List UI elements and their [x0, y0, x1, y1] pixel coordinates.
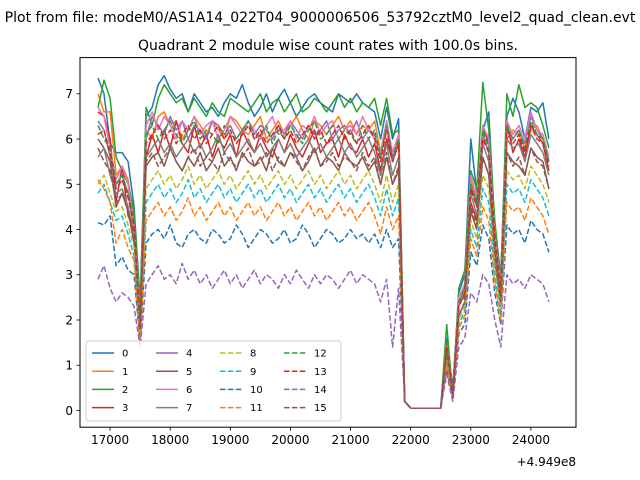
legend-label-8: 8	[250, 349, 256, 360]
series-line-15	[97, 147, 550, 409]
y-tick-label-2: 2	[65, 313, 73, 327]
x-offset-label: +4.949e8	[517, 455, 576, 469]
series-line-3	[97, 111, 550, 409]
series-line-12	[97, 120, 550, 409]
y-tick-label-0: 0	[65, 404, 73, 418]
series-line-0	[97, 74, 550, 409]
x-tick-label-2: 19000	[211, 433, 249, 447]
legend-label-5: 5	[186, 367, 192, 378]
legend-label-11: 11	[250, 403, 263, 414]
y-tick-label-3: 3	[65, 268, 73, 282]
legend-label-10: 10	[250, 385, 263, 396]
series-line-8	[97, 165, 550, 409]
chart-title: Quadrant 2 module wise count rates with …	[138, 38, 518, 54]
series-line-9	[97, 178, 550, 409]
axes-frame	[79, 57, 577, 428]
legend-label-2: 2	[122, 385, 128, 396]
x-tick-label-7: 24000	[512, 433, 550, 447]
x-tick-label-3: 20000	[271, 433, 309, 447]
figure-suptitle: Plot from file: modeM0/AS1A14_022T04_900…	[5, 10, 636, 26]
legend-label-13: 13	[314, 367, 327, 378]
legend-label-12: 12	[314, 349, 327, 360]
legend-label-9: 9	[250, 367, 256, 378]
x-tick-label-5: 22000	[392, 433, 430, 447]
legend-label-14: 14	[314, 385, 327, 396]
series-line-2	[97, 79, 550, 409]
series-line-14	[97, 262, 550, 409]
legend-label-0: 0	[122, 349, 128, 360]
x-tick-label-0: 17000	[91, 433, 129, 447]
series-line-7	[97, 133, 550, 409]
y-tick-label-4: 4	[65, 223, 73, 237]
legend-label-3: 3	[122, 403, 128, 414]
series-line-11	[97, 179, 550, 409]
ticks-layer: 17000 18000 19000 20000 21000 22000 23000 24000…	[65, 87, 550, 447]
legend-label-7: 7	[186, 403, 192, 414]
series-line-6	[97, 106, 550, 409]
series-layer	[97, 74, 550, 409]
y-tick-label-7: 7	[65, 87, 73, 101]
y-tick-label-5: 5	[65, 178, 73, 192]
y-tick-label-1: 1	[65, 359, 73, 373]
y-tick-label-6: 6	[65, 132, 73, 146]
x-tick-label-4: 21000	[331, 433, 369, 447]
x-tick-label-1: 18000	[151, 433, 189, 447]
x-tick-label-6: 23000	[452, 433, 490, 447]
legend-box	[85, 340, 342, 422]
series-line-13	[97, 124, 550, 409]
legend-label-1: 1	[122, 367, 128, 378]
legend-label-15: 15	[314, 403, 327, 414]
legend-label-4: 4	[186, 349, 192, 360]
legend-label-6: 6	[186, 385, 192, 396]
